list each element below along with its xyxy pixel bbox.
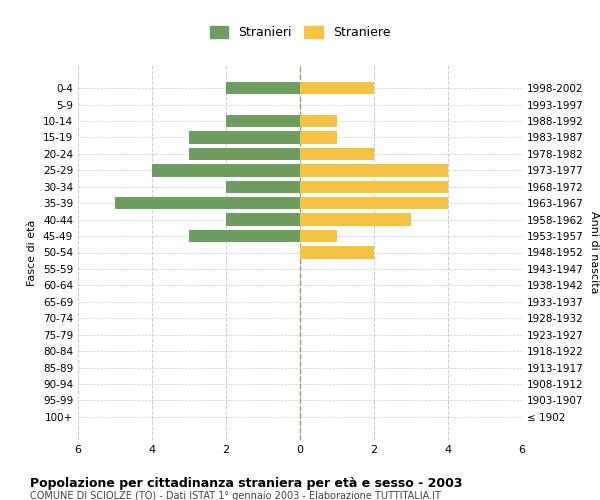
Bar (115, 197, 300, 209)
Bar (300, 246, 374, 258)
Bar (152, 164, 300, 176)
Text: COMUNE DI SCIOLZE (TO) - Dati ISTAT 1° gennaio 2003 - Elaborazione TUTTITALIA.IT: COMUNE DI SCIOLZE (TO) - Dati ISTAT 1° g… (30, 491, 441, 500)
Bar (189, 148, 300, 160)
Y-axis label: Fasce di età: Fasce di età (28, 220, 37, 286)
Bar (300, 148, 374, 160)
Bar (300, 230, 337, 242)
Bar (226, 115, 300, 127)
Bar (300, 132, 337, 143)
Text: Popolazione per cittadinanza straniera per età e sesso - 2003: Popolazione per cittadinanza straniera p… (30, 478, 463, 490)
Bar (226, 180, 300, 193)
Legend: Stranieri, Straniere: Stranieri, Straniere (206, 22, 394, 43)
Y-axis label: Anni di nascita: Anni di nascita (589, 211, 599, 294)
Bar (189, 132, 300, 143)
Bar (300, 82, 374, 94)
Bar (226, 214, 300, 226)
Bar (189, 230, 300, 242)
Bar (300, 214, 411, 226)
Bar (226, 82, 300, 94)
Bar (300, 115, 337, 127)
Bar (300, 197, 448, 209)
Bar (300, 164, 448, 176)
Bar (300, 180, 448, 193)
